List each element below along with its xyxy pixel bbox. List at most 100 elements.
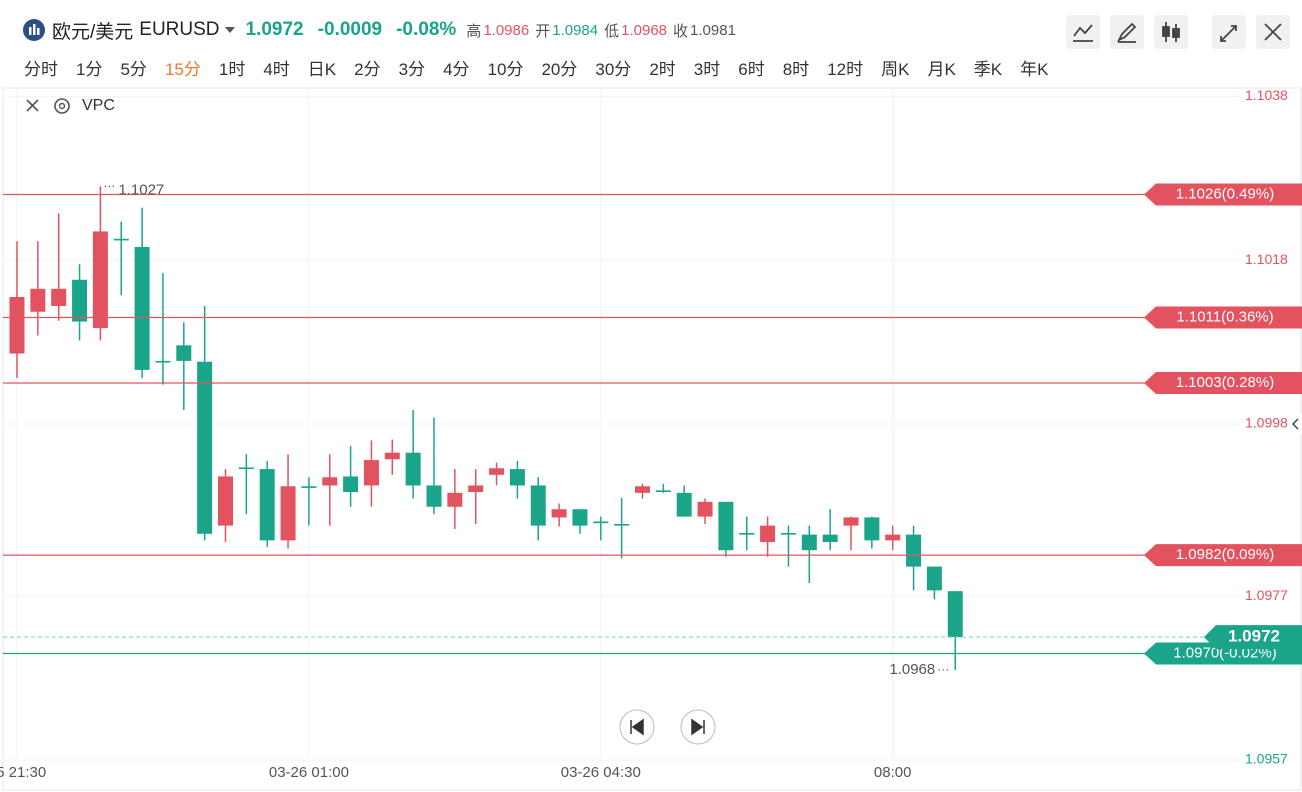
candle-body	[238, 467, 254, 470]
timeframe[interactable]: 季K	[973, 60, 1003, 79]
indicator-name: VPC	[82, 97, 115, 114]
candle-body	[572, 509, 588, 526]
open-label: 开	[535, 22, 551, 40]
close-label: 收	[673, 22, 689, 40]
icon-draw[interactable]	[1116, 22, 1137, 43]
x-tick-label: 03-26 01:00	[269, 764, 349, 781]
candle-body	[822, 534, 838, 543]
dropdown[interactable]	[224, 25, 236, 35]
timeframe[interactable]: 20分	[541, 60, 578, 79]
candle-body	[739, 532, 755, 535]
high-label: 高	[466, 22, 482, 40]
price-line-label: 1.1026(0.49%)	[1176, 186, 1274, 203]
icon-bg[interactable]	[1110, 15, 1144, 49]
high: 1.0986	[483, 21, 530, 39]
price-line-label: 1.1011(0.36%)	[1176, 308, 1273, 325]
change-pct: -0.08%	[396, 19, 457, 40]
timeframe[interactable]: 2时	[649, 60, 676, 79]
collapse-arrow[interactable]	[1291, 418, 1299, 430]
candle-body	[384, 452, 400, 460]
candle-body	[197, 361, 213, 534]
timeframe[interactable]: 日K	[307, 60, 337, 79]
candle-body	[635, 486, 650, 493]
candle-body	[9, 296, 25, 354]
timeframe[interactable]: 4分	[443, 60, 470, 79]
indicator-settings[interactable]	[54, 98, 70, 114]
candle-body	[530, 485, 546, 526]
timeframe[interactable]: 月K	[927, 60, 956, 79]
collapse-bg	[1288, 414, 1302, 434]
timeframe[interactable]: 3时	[693, 60, 721, 79]
y-tick-label: 1.1038	[1245, 87, 1288, 103]
timeframe[interactable]: 5分	[120, 60, 147, 79]
timeframe[interactable]: 3分	[398, 60, 426, 79]
timeframe[interactable]: 8时	[782, 60, 810, 79]
candle-body	[405, 452, 421, 486]
symbol[interactable]: EURUSD	[139, 19, 220, 40]
price: 1.0972	[245, 19, 304, 40]
chart-frame	[2, 87, 1302, 791]
candle-body	[697, 501, 713, 517]
timeframe[interactable]: 6时	[738, 60, 765, 79]
price-line-label: 1.0982(0.09%)	[1176, 546, 1274, 563]
candle-body	[343, 476, 359, 493]
candle-body	[676, 492, 692, 517]
x-tick-label: 08:00	[874, 764, 912, 781]
y-tick-label: 1.0977	[1245, 587, 1288, 603]
price-line-tag	[1144, 306, 1302, 329]
candle-body	[947, 591, 963, 638]
candle-body	[30, 288, 46, 312]
timeframe[interactable]: 30分	[595, 60, 632, 79]
timeframe[interactable]: 12时	[827, 60, 864, 79]
x-tick-label: 25 21:30	[0, 764, 46, 781]
close: 1.0981	[690, 21, 736, 39]
candle-body	[593, 521, 609, 524]
price-line-tag	[1144, 544, 1302, 567]
timeframe[interactable]: 周K	[881, 60, 910, 79]
candle-body	[760, 525, 776, 543]
x-tick-label: 03-26 04:30	[561, 764, 641, 781]
icon-bg[interactable]	[1154, 15, 1188, 49]
candle-body	[801, 534, 817, 551]
header: 欧元/美元 EURUSD 1.0972 -0.0009 -0.08% 高 1.0…	[22, 16, 742, 44]
indicator-close[interactable]	[26, 99, 39, 112]
y-tick-label: 1.0957	[1245, 751, 1288, 767]
timeframe[interactable]: 2分	[354, 60, 381, 79]
timeframe[interactable]: 分时	[24, 60, 58, 79]
candle-body	[51, 288, 67, 306]
icon-candle-body	[1162, 26, 1170, 37]
icon-line[interactable]	[1073, 24, 1093, 42]
icon-close[interactable]	[1264, 23, 1282, 41]
nav-prev-icon	[630, 718, 644, 736]
timeframe-bar: 分时 1分 5分 15分 1时 4时 日K 2分 3分 4分 10分 20分 30分 2时 3时 6时 8时 12…	[24, 55, 1048, 80]
timeframe[interactable]: 1时	[218, 60, 246, 79]
candle-body	[259, 469, 275, 541]
timeframe[interactable]: 15分	[164, 60, 201, 79]
low-annotation: 1.0968	[889, 661, 935, 678]
high-annotation: 1.1027	[118, 181, 164, 198]
candle-body	[489, 468, 505, 475]
candle-body	[92, 231, 108, 329]
timeframe[interactable]: 10分	[487, 60, 524, 79]
candle-body	[906, 534, 922, 567]
candle-body	[843, 517, 859, 526]
candle-body	[718, 501, 734, 551]
candle-body	[426, 485, 442, 507]
candle-body	[363, 460, 379, 486]
candle-body	[509, 469, 525, 486]
open: 1.0984	[552, 21, 599, 39]
timeframe[interactable]: 年K	[1020, 60, 1049, 79]
low-label: 低	[604, 22, 620, 40]
pair-name: 欧元/美元	[52, 21, 134, 43]
y-tick-label: 1.0998	[1245, 415, 1288, 431]
y-tick-label: 1.1018	[1245, 251, 1288, 267]
icon-expand[interactable]	[1220, 25, 1237, 42]
price-line-tag	[1144, 372, 1302, 395]
timeframe[interactable]: 1分	[76, 60, 103, 79]
candle-body	[72, 279, 88, 322]
candle-body	[614, 523, 630, 526]
timeframe[interactable]: 4时	[263, 60, 290, 79]
candle-body	[468, 485, 484, 493]
